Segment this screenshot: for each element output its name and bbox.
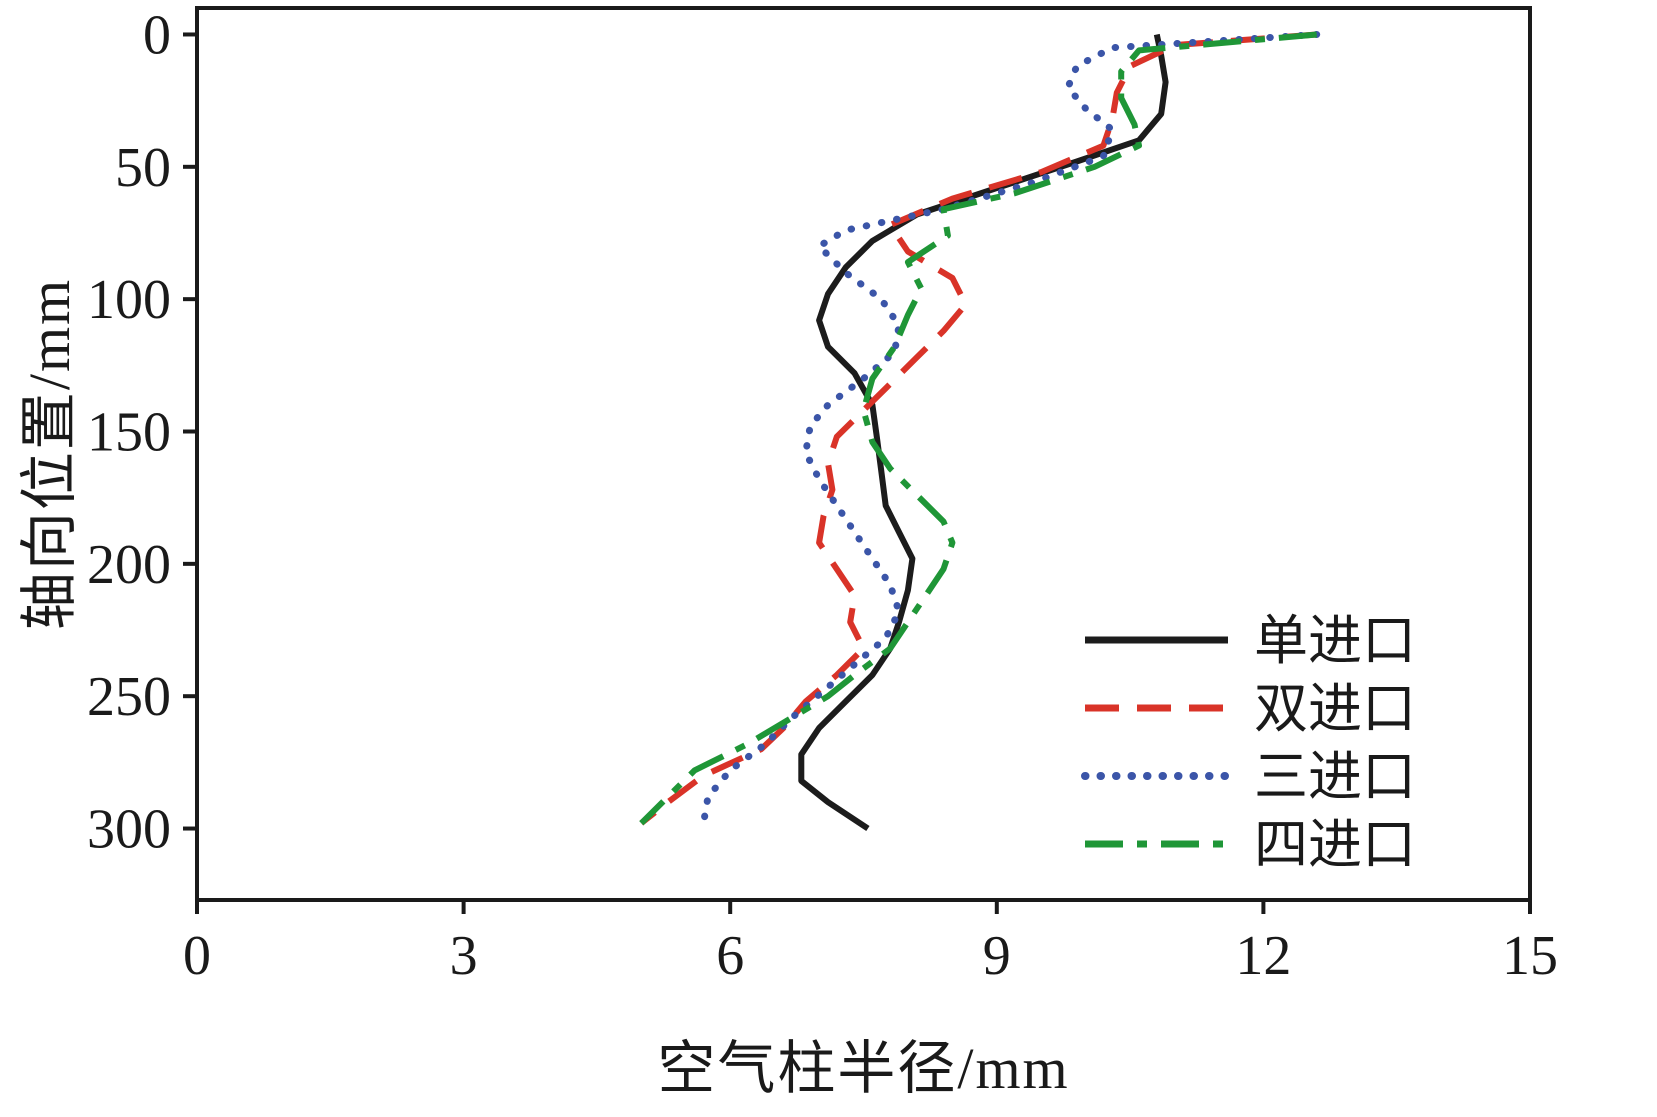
legend-label-3: 三进口 xyxy=(1254,747,1416,807)
series-line-1 xyxy=(798,33,1169,832)
y-tick-label: 150 xyxy=(87,402,171,464)
x-tick-label: 6 xyxy=(716,925,744,987)
x-axis-title: 空气柱半径/mm xyxy=(657,1036,1070,1101)
series-line-3 xyxy=(700,31,1321,827)
y-tick-label: 100 xyxy=(87,269,171,331)
x-tick-label: 3 xyxy=(450,925,478,987)
y-tick-label: 200 xyxy=(87,534,171,596)
y-axis-title: 轴向位置/mm xyxy=(17,277,82,631)
y-tick-label: 50 xyxy=(115,137,171,199)
x-tick-label: 12 xyxy=(1235,925,1291,987)
y-tick-label: 0 xyxy=(143,4,171,66)
x-tick-label: 0 xyxy=(183,925,211,987)
series-line-2 xyxy=(639,31,1317,826)
legend-label-4: 四进口 xyxy=(1254,815,1416,875)
x-tick-label: 15 xyxy=(1502,925,1558,987)
y-tick-label: 250 xyxy=(87,666,171,728)
plot-box xyxy=(195,6,1532,902)
legend-label-2: 双进口 xyxy=(1254,679,1416,739)
series-line-4 xyxy=(639,31,1317,826)
legend-label-1: 单进口 xyxy=(1254,611,1416,671)
y-tick-label: 300 xyxy=(87,799,171,861)
x-tick-label: 9 xyxy=(983,925,1011,987)
